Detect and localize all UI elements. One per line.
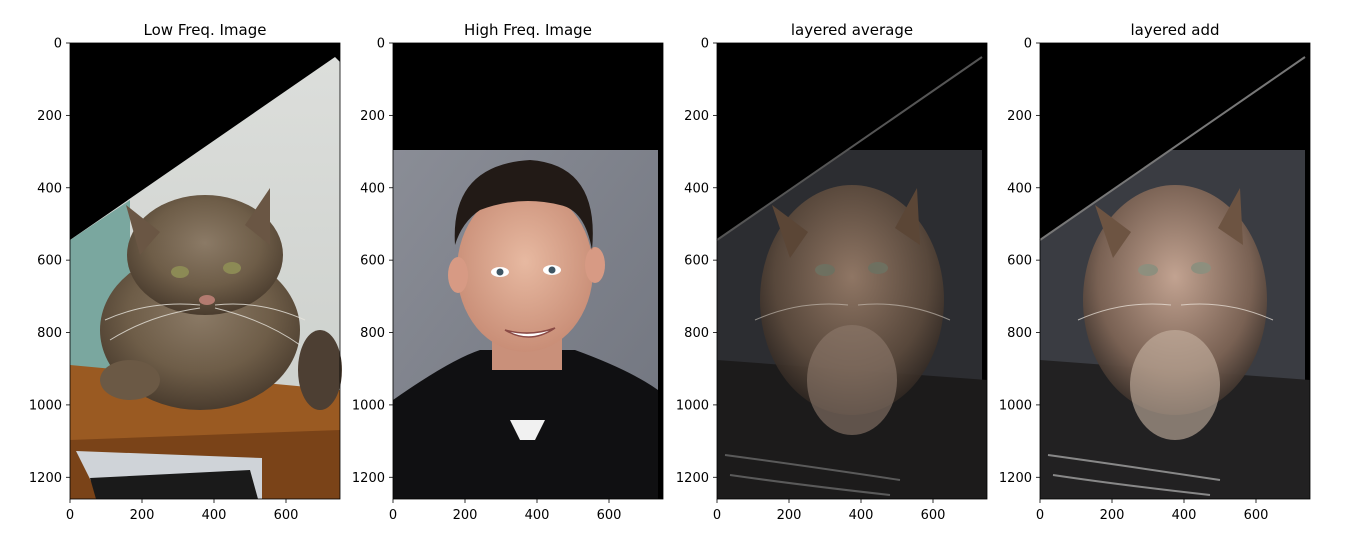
y-tick-label: 0 bbox=[701, 37, 709, 52]
x-tick-label: 0 bbox=[66, 508, 74, 523]
image-low-freq bbox=[70, 43, 342, 499]
y-tick-label: 400 bbox=[1007, 181, 1032, 196]
y-tick-label: 800 bbox=[1007, 326, 1032, 341]
y-tick-label: 400 bbox=[37, 181, 62, 196]
x-tick-label: 0 bbox=[389, 508, 397, 523]
x-tick-label: 600 bbox=[921, 508, 946, 523]
image-layered-add bbox=[1039, 43, 1310, 499]
x-tick-label: 400 bbox=[525, 508, 550, 523]
y-tick-label: 0 bbox=[1024, 37, 1032, 52]
x-tick-label: 0 bbox=[713, 508, 721, 523]
panel-title: High Freq. Image bbox=[464, 21, 592, 39]
y-tick-label: 800 bbox=[684, 326, 709, 341]
y-tick-label: 1200 bbox=[352, 471, 385, 486]
y-tick-label: 200 bbox=[37, 109, 62, 124]
y-tick-label: 600 bbox=[37, 254, 62, 269]
panel-high-freq: High Freq. Image bbox=[392, 21, 664, 500]
y-tick-label: 1200 bbox=[999, 471, 1032, 486]
x-tick-label: 400 bbox=[1172, 508, 1197, 523]
y-tick-label: 600 bbox=[1007, 254, 1032, 269]
y-tick-label: 200 bbox=[360, 109, 385, 124]
panel-layered-add: layered add bbox=[1039, 21, 1311, 500]
panel-low-freq: Low Freq. Image bbox=[69, 21, 342, 500]
y-tick-label: 1000 bbox=[676, 398, 709, 413]
x-tick-label: 400 bbox=[202, 508, 227, 523]
face bbox=[457, 188, 593, 352]
panel-title: layered average bbox=[791, 21, 913, 39]
y-tick-label: 0 bbox=[54, 37, 62, 52]
y-tick-label: 1000 bbox=[999, 398, 1032, 413]
axis-ticks: 0 200 400 600 0 200 400 600 800 1000 1200 0 200 400 60… bbox=[29, 37, 1269, 524]
panel-layered-average: layered average bbox=[716, 21, 988, 500]
hair bbox=[454, 160, 593, 250]
y-tick-label: 1200 bbox=[29, 471, 62, 486]
x-tick-label: 600 bbox=[1244, 508, 1269, 523]
y-tick-label: 1000 bbox=[29, 398, 62, 413]
y-tick-label: 1000 bbox=[352, 398, 385, 413]
x-tick-label: 0 bbox=[1036, 508, 1044, 523]
image-high-freq bbox=[393, 43, 663, 499]
y-tick-label: 200 bbox=[684, 109, 709, 124]
x-tick-label: 200 bbox=[453, 508, 478, 523]
y-tick-label: 600 bbox=[360, 254, 385, 269]
y-tick-label: 800 bbox=[37, 326, 62, 341]
y-tick-label: 400 bbox=[684, 181, 709, 196]
panel-title: layered add bbox=[1130, 21, 1219, 39]
y-tick-label: 200 bbox=[1007, 109, 1032, 124]
x-tick-label: 600 bbox=[597, 508, 622, 523]
x-tick-label: 600 bbox=[274, 508, 299, 523]
y-tick-label: 400 bbox=[360, 181, 385, 196]
x-tick-label: 200 bbox=[777, 508, 802, 523]
y-tick-label: 800 bbox=[360, 326, 385, 341]
x-tick-label: 200 bbox=[130, 508, 155, 523]
y-tick-label: 600 bbox=[684, 254, 709, 269]
x-tick-label: 400 bbox=[849, 508, 874, 523]
y-tick-label: 0 bbox=[377, 37, 385, 52]
x-tick-label: 200 bbox=[1100, 508, 1125, 523]
panel-title: Low Freq. Image bbox=[144, 21, 267, 39]
image-layered-average bbox=[716, 43, 987, 499]
y-tick-label: 1200 bbox=[676, 471, 709, 486]
